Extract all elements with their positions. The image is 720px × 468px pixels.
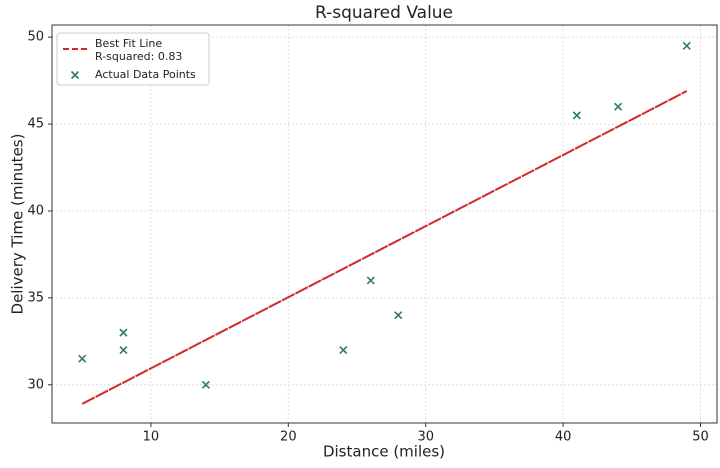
y-tick-label: 50	[27, 30, 44, 45]
legend-marker	[70, 70, 80, 80]
legend-box	[56, 32, 210, 86]
y-tick-label: 40	[27, 203, 44, 218]
x-tick-label: 20	[280, 430, 297, 445]
y-tick-label: 35	[27, 290, 44, 305]
data-point	[394, 311, 403, 320]
y-tick-label: 30	[27, 377, 44, 392]
x-tick-label: 10	[143, 430, 160, 445]
plot-frame	[51, 24, 718, 424]
data-point	[614, 102, 623, 111]
data-point	[201, 380, 210, 389]
data-point	[119, 328, 128, 337]
data-point	[119, 345, 128, 355]
y-tick-label: 45	[27, 117, 44, 132]
data-point	[339, 345, 348, 355]
fit-line	[81, 90, 688, 405]
x-tick-label: 30	[417, 430, 434, 445]
x-axis-label: Distance (miles)	[323, 443, 445, 461]
x-tick-label: 40	[555, 430, 572, 445]
data-point	[682, 41, 691, 50]
legend-label: Best Fit Line	[95, 37, 162, 50]
chart-title: R-squared Value	[315, 3, 453, 23]
legend-note: R-squared: 0.83	[95, 50, 182, 63]
data-point	[78, 354, 87, 363]
x-tick-label: 50	[692, 430, 709, 445]
data-point	[366, 276, 375, 285]
y-axis-label: Delivery Time (minutes)	[9, 134, 27, 315]
data-point	[572, 111, 581, 120]
legend-label: Actual Data Points	[95, 68, 196, 81]
